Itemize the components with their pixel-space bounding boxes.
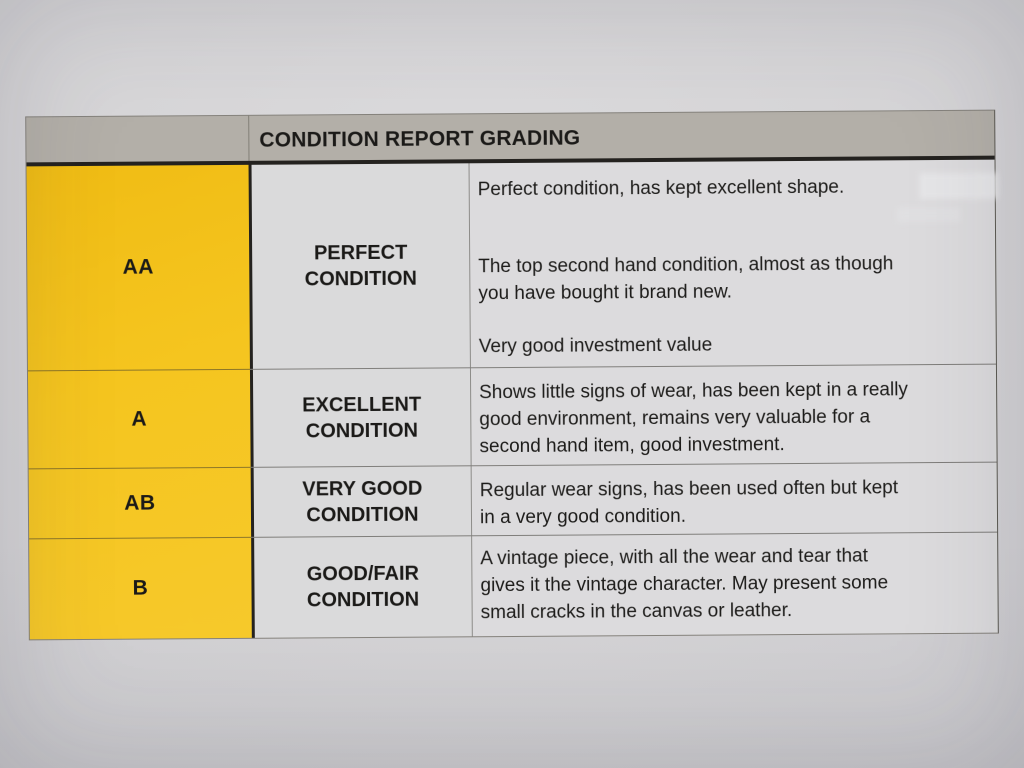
condition-grading-table: CONDITION REPORT GRADING AA PERFECT COND… (25, 109, 999, 641)
table-row-aa: AA PERFECT CONDITION Perfect condition, … (26, 159, 996, 371)
table-row-b: B GOOD/FAIR CONDITION A vintage piece, w… (29, 531, 998, 640)
description-paragraph: Regular wear signs, has been used often … (479, 477, 899, 529)
description-cell: A vintage piece, with all the wear and t… (472, 532, 998, 637)
table-header: CONDITION REPORT GRADING (26, 110, 995, 167)
description-paragraph: The top second hand condition, almost as… (478, 253, 894, 305)
grade-cell: A (27, 369, 254, 469)
description-paragraph: Shows little signs of wear, has been kep… (479, 379, 908, 458)
description-cell: Perfect condition, has kept excellent sh… (469, 159, 996, 368)
table-title: CONDITION REPORT GRADING (259, 126, 581, 152)
condition-name-cell: VERY GOOD CONDITION (253, 466, 473, 537)
description-cell: Regular wear signs, has been used often … (471, 462, 998, 536)
grade-cell: B (29, 537, 255, 640)
header-spacer-cell (26, 115, 250, 163)
grade-cell: AA (26, 164, 253, 371)
description-paragraph: Very good investment value (478, 334, 713, 358)
table-row-ab: AB VERY GOOD CONDITION Regular wear sign… (28, 461, 998, 539)
condition-name-cell: PERFECT CONDITION (251, 163, 471, 369)
table-body: AA PERFECT CONDITION Perfect condition, … (26, 159, 998, 640)
condition-name-cell: GOOD/FAIR CONDITION (254, 536, 473, 638)
description-paragraph: Perfect condition, has kept excellent sh… (477, 176, 845, 201)
description-paragraph: A vintage piece, with all the wear and t… (480, 545, 889, 624)
grade-cell: AB (28, 467, 255, 539)
table-row-a: A EXCELLENT CONDITION Shows little signs… (27, 363, 997, 469)
condition-name-cell: EXCELLENT CONDITION (252, 368, 472, 467)
description-cell: Shows little signs of wear, has been kep… (470, 364, 997, 466)
